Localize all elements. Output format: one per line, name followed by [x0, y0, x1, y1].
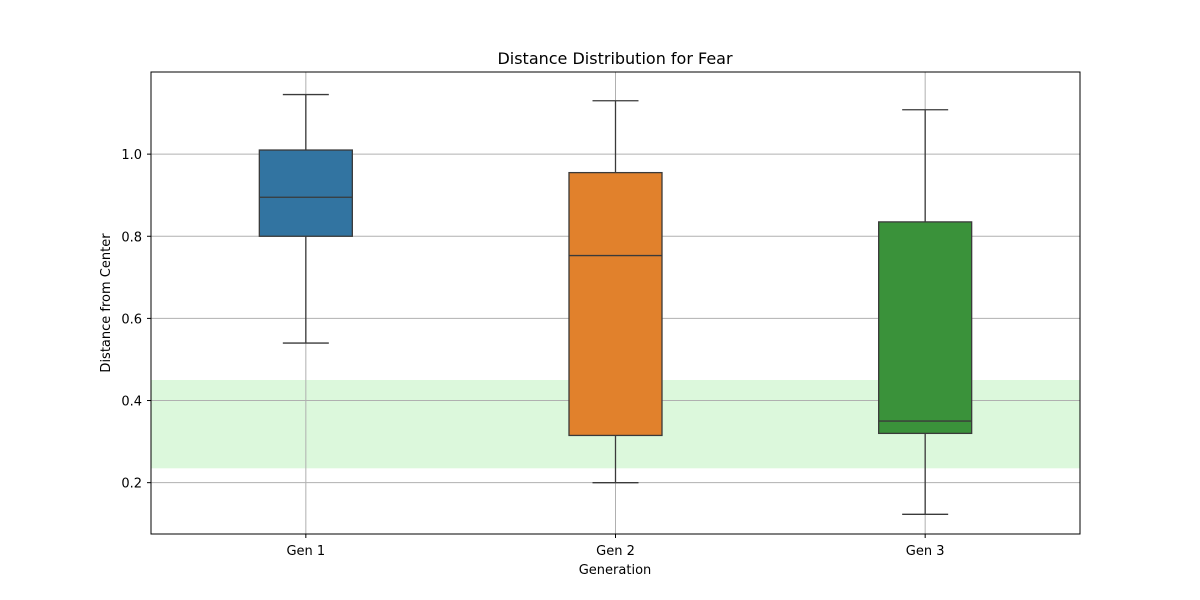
y-tick-label: 0.4	[121, 395, 142, 410]
y-tick-label: 0.8	[121, 230, 142, 245]
chart-title: Distance Distribution for Fear	[497, 49, 733, 68]
iqr-box	[878, 221, 973, 435]
iqr-box	[568, 171, 663, 437]
x-tick-label: Gen 1	[286, 544, 325, 559]
box-2	[568, 100, 663, 484]
box-1	[258, 93, 353, 344]
x-axis-label: Generation	[579, 563, 652, 578]
y-tick-label: 0.6	[121, 312, 142, 327]
y-tick-label: 1.0	[121, 148, 142, 163]
x-tick-label: Gen 2	[596, 544, 635, 559]
y-axis-label: Distance from Center	[99, 233, 114, 373]
y-tick-label: 0.2	[121, 477, 142, 492]
box-3	[878, 109, 973, 515]
x-tick-label: Gen 3	[906, 544, 945, 559]
iqr-box	[258, 149, 353, 237]
